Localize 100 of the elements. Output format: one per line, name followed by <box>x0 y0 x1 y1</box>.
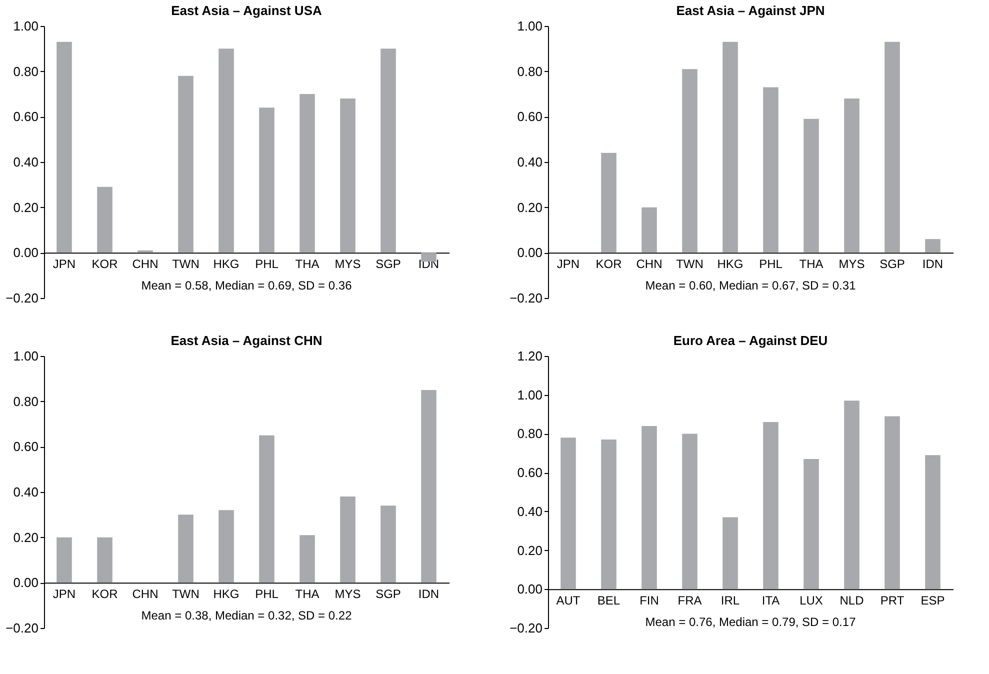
annotation: Mean = 0.38, Median = 0.32, SD = 0.22 <box>141 608 352 623</box>
x-tick-label: PHL <box>759 257 783 272</box>
bar <box>763 87 778 253</box>
x-tick-label: SGP <box>880 257 905 272</box>
y-tick-label: 0.20 <box>517 200 542 215</box>
x-tick-label: BEL <box>597 594 620 608</box>
bar <box>763 422 778 590</box>
bar <box>380 506 396 583</box>
x-tick-label: MYS <box>334 257 361 272</box>
bar <box>642 207 657 253</box>
x-tick-label: HKG <box>213 587 240 602</box>
bar <box>259 108 274 253</box>
x-tick-label: JPN <box>52 257 76 272</box>
x-tick-label: TWN <box>172 257 200 272</box>
bar <box>218 48 234 253</box>
x-tick-label: JPN <box>52 587 76 602</box>
x-tick-label: NLD <box>840 594 864 608</box>
bar <box>601 152 616 253</box>
bar <box>97 537 112 583</box>
y-tick-label: 1.00 <box>517 387 542 402</box>
annotation: Mean = 0.58, Median = 0.69, SD = 0.36 <box>141 278 352 293</box>
x-tick-label: IDN <box>922 257 944 272</box>
bar <box>340 98 356 253</box>
y-tick-label: −0.20 <box>510 620 542 636</box>
x-tick-label: KOR <box>92 587 118 602</box>
chart-title: East Asia – Against JPN <box>676 3 825 18</box>
x-tick-label: HKG <box>717 257 744 272</box>
x-tick-label: CHN <box>132 257 158 272</box>
bar <box>925 239 940 253</box>
bar <box>56 42 72 253</box>
bar <box>300 535 315 583</box>
y-tick-label: 0.40 <box>517 154 542 170</box>
y-tick-label: 0.60 <box>13 109 38 124</box>
bar <box>259 435 274 583</box>
y-tick-label: 0.60 <box>517 465 542 480</box>
bar <box>601 440 616 590</box>
y-tick-label: 0.60 <box>13 439 38 454</box>
bar <box>925 455 940 590</box>
y-tick-label: −0.20 <box>6 620 38 636</box>
bar <box>56 537 72 583</box>
y-tick-label: 0.60 <box>517 109 542 124</box>
y-tick-label: 0.20 <box>13 200 38 215</box>
bar <box>340 496 356 583</box>
x-tick-label: KOR <box>596 257 622 272</box>
x-tick-label: CHN <box>636 257 662 272</box>
x-tick-label: KOR <box>92 257 118 272</box>
x-tick-label: SGP <box>376 587 401 602</box>
bar <box>300 94 315 253</box>
bar <box>178 514 194 583</box>
bar <box>804 458 819 590</box>
bar <box>844 98 860 253</box>
x-tick-label: TWN <box>172 587 200 602</box>
x-tick-label: MYS <box>838 257 865 272</box>
bar <box>682 69 698 253</box>
x-tick-label: IDN <box>418 587 440 602</box>
x-tick-label: FRA <box>678 594 702 608</box>
annotation: Mean = 0.76, Median = 0.79, SD = 0.17 <box>645 615 856 630</box>
y-tick-label: 0.00 <box>13 575 38 590</box>
chart-title: Euro Area – Against DEU <box>673 333 828 348</box>
x-tick-label: THA <box>295 587 320 602</box>
x-tick-label: PHL <box>255 587 279 602</box>
y-tick-label: 0.80 <box>13 64 38 79</box>
bar <box>560 438 576 590</box>
y-tick-label: 1.00 <box>13 348 38 364</box>
x-tick-label: MYS <box>334 587 361 602</box>
x-tick-label: IRL <box>720 594 740 608</box>
bar <box>844 400 860 590</box>
y-tick-label: 0.20 <box>517 542 542 558</box>
y-tick-label: 1.00 <box>517 18 542 34</box>
bar <box>380 48 396 253</box>
x-tick-label: THA <box>295 257 320 272</box>
y-tick-label: −0.20 <box>6 290 38 306</box>
bar <box>722 42 738 253</box>
x-tick-label: TWN <box>676 257 704 272</box>
x-tick-label: AUT <box>556 594 581 608</box>
y-tick-label: 0.80 <box>517 64 542 79</box>
bar <box>884 42 900 253</box>
bar <box>218 510 234 583</box>
y-tick-label: 0.40 <box>13 484 38 500</box>
chart-title: East Asia – Against CHN <box>170 333 322 348</box>
bar <box>722 517 738 590</box>
annotation: Mean = 0.60, Median = 0.67, SD = 0.31 <box>645 278 856 293</box>
y-tick-label: 1.00 <box>13 18 38 34</box>
y-tick-label: 0.20 <box>13 530 38 545</box>
bar <box>178 76 194 253</box>
x-tick-label: ESP <box>920 594 945 608</box>
x-tick-label: PHL <box>255 257 279 272</box>
x-tick-label: FIN <box>640 594 659 608</box>
bar <box>804 118 819 253</box>
x-tick-label: THA <box>799 257 824 272</box>
x-tick-label: PRT <box>880 594 905 608</box>
y-tick-label: 0.40 <box>517 504 542 519</box>
x-tick-label: ITA <box>762 594 780 608</box>
x-tick-label: HKG <box>213 257 240 272</box>
y-tick-label: −0.20 <box>510 290 542 306</box>
y-tick-label: 0.00 <box>517 245 542 260</box>
bar <box>682 434 698 590</box>
x-tick-label: CHN <box>132 587 158 602</box>
bar <box>421 390 436 583</box>
y-tick-label: 0.40 <box>13 154 38 170</box>
